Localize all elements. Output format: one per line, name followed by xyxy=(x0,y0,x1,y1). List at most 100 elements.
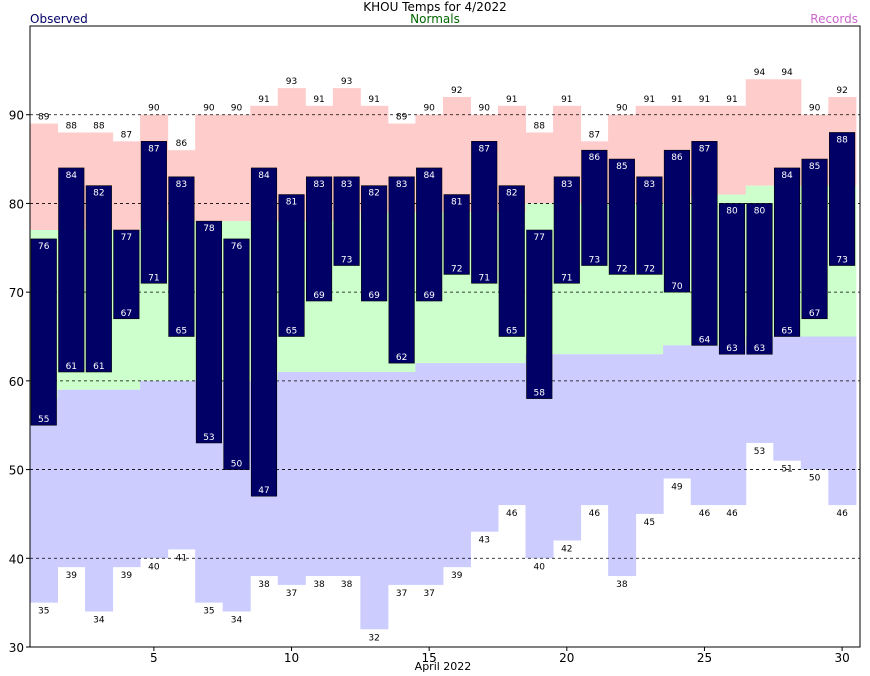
observed-high-label: 86 xyxy=(589,153,601,163)
record-high-label: 88 xyxy=(66,121,78,131)
observed-low-label: 64 xyxy=(699,335,711,345)
records-legend-label: Records xyxy=(810,12,858,26)
record-high-label: 86 xyxy=(176,139,188,149)
record-low-label: 38 xyxy=(616,580,628,590)
record-high-label: 90 xyxy=(809,104,821,114)
observed-high-label: 83 xyxy=(176,180,187,190)
record-high-band xyxy=(442,96,471,213)
observed-high-label: 80 xyxy=(726,206,738,216)
record-low-band xyxy=(57,389,86,568)
x-axis-label: April 2022 xyxy=(414,660,472,673)
record-low-label: 49 xyxy=(671,482,683,492)
observed-high-label: 83 xyxy=(644,180,655,190)
x-tick-label: 5 xyxy=(150,651,158,665)
record-low-label: 42 xyxy=(561,545,572,555)
chart-title: KHOU Temps for 4/2022 xyxy=(363,0,507,14)
record-low-band xyxy=(470,363,499,532)
record-low-label: 38 xyxy=(258,580,270,590)
observed-high-label: 78 xyxy=(203,224,215,234)
observed-low-label: 61 xyxy=(66,362,77,372)
observed-low-label: 73 xyxy=(836,256,847,266)
record-low-label: 45 xyxy=(644,518,655,528)
observed-high-label: 80 xyxy=(754,206,766,216)
observed-low-label: 61 xyxy=(93,362,104,372)
observed-bar xyxy=(581,149,608,266)
y-tick-label: 90 xyxy=(9,109,24,123)
observed-low-label: 65 xyxy=(286,327,297,337)
x-tick-label: 15 xyxy=(422,651,437,665)
record-low-label: 51 xyxy=(781,465,792,475)
observed-high-label: 81 xyxy=(451,198,462,208)
record-low-band xyxy=(167,380,196,550)
record-low-label: 38 xyxy=(313,580,325,590)
record-high-label: 91 xyxy=(644,95,655,105)
record-high-band xyxy=(525,132,554,204)
record-low-label: 46 xyxy=(726,509,738,519)
observed-high-label: 81 xyxy=(286,198,297,208)
observed-high-label: 85 xyxy=(809,162,820,172)
observed-low-label: 72 xyxy=(644,264,655,274)
record-low-band xyxy=(690,345,719,506)
record-low-label: 35 xyxy=(38,607,49,617)
observed-bar xyxy=(416,167,443,302)
y-tick-label: 30 xyxy=(9,641,24,655)
observed-high-label: 77 xyxy=(534,233,545,243)
record-low-label: 40 xyxy=(148,562,160,572)
observed-high-label: 76 xyxy=(38,242,50,252)
record-high-label: 88 xyxy=(93,121,105,131)
observed-low-label: 69 xyxy=(313,291,325,301)
record-low-band xyxy=(360,371,389,630)
record-low-band xyxy=(497,363,527,506)
observed-bar xyxy=(140,141,167,284)
record-low-band xyxy=(277,371,306,585)
observed-low-label: 72 xyxy=(616,264,627,274)
observed-high-label: 83 xyxy=(313,180,324,190)
y-tick-label: 80 xyxy=(9,197,24,211)
observed-low-label: 71 xyxy=(561,273,572,283)
record-low-label: 46 xyxy=(506,509,518,519)
observed-bar xyxy=(58,167,85,373)
record-high-label: 90 xyxy=(616,104,628,114)
record-low-band xyxy=(442,363,471,568)
observed-high-label: 84 xyxy=(781,171,793,181)
record-high-label: 93 xyxy=(286,77,297,87)
record-high-label: 88 xyxy=(534,121,546,131)
observed-bar xyxy=(773,167,801,337)
observed-bar xyxy=(250,167,278,497)
observed-low-label: 70 xyxy=(671,282,683,292)
record-high-band xyxy=(112,141,141,231)
value-labels-layer: 76 55 89 35 84 61 88 39 82 61 88 34 77 67 87 39 87 71 90 40… xyxy=(38,68,848,643)
record-low-label: 34 xyxy=(93,616,105,626)
record-low-band xyxy=(85,389,114,612)
record-high-label: 90 xyxy=(203,104,215,114)
x-tick-label: 25 xyxy=(697,651,712,665)
observed-bar xyxy=(113,229,140,320)
x-tick-label: 30 xyxy=(834,651,849,665)
record-high-label: 91 xyxy=(671,95,682,105)
record-low-label: 40 xyxy=(534,562,546,572)
observed-high-label: 87 xyxy=(699,144,710,154)
observed-bar xyxy=(663,149,690,293)
observed-bar xyxy=(608,158,635,275)
observed-bar xyxy=(498,185,525,337)
observed-bar xyxy=(526,229,553,399)
record-high-label: 91 xyxy=(506,95,517,105)
observed-high-label: 87 xyxy=(479,144,490,154)
record-low-label: 37 xyxy=(396,589,407,599)
observed-bar xyxy=(636,176,663,275)
record-high-label: 90 xyxy=(423,104,435,114)
record-low-label: 46 xyxy=(699,509,711,519)
record-low-band xyxy=(718,345,747,506)
x-tick-label: 10 xyxy=(284,651,299,665)
record-high-label: 90 xyxy=(231,104,243,114)
record-high-label: 91 xyxy=(313,95,324,105)
observed-low-label: 67 xyxy=(121,309,132,319)
record-high-band xyxy=(222,114,251,222)
observed-high-label: 84 xyxy=(66,171,78,181)
record-low-band xyxy=(112,389,141,568)
record-low-band xyxy=(828,336,857,506)
normals-legend-label: Normals xyxy=(410,12,460,26)
record-high-label: 91 xyxy=(258,95,269,105)
record-high-label: 94 xyxy=(754,68,766,78)
observed-legend-label: Observed xyxy=(30,12,88,26)
